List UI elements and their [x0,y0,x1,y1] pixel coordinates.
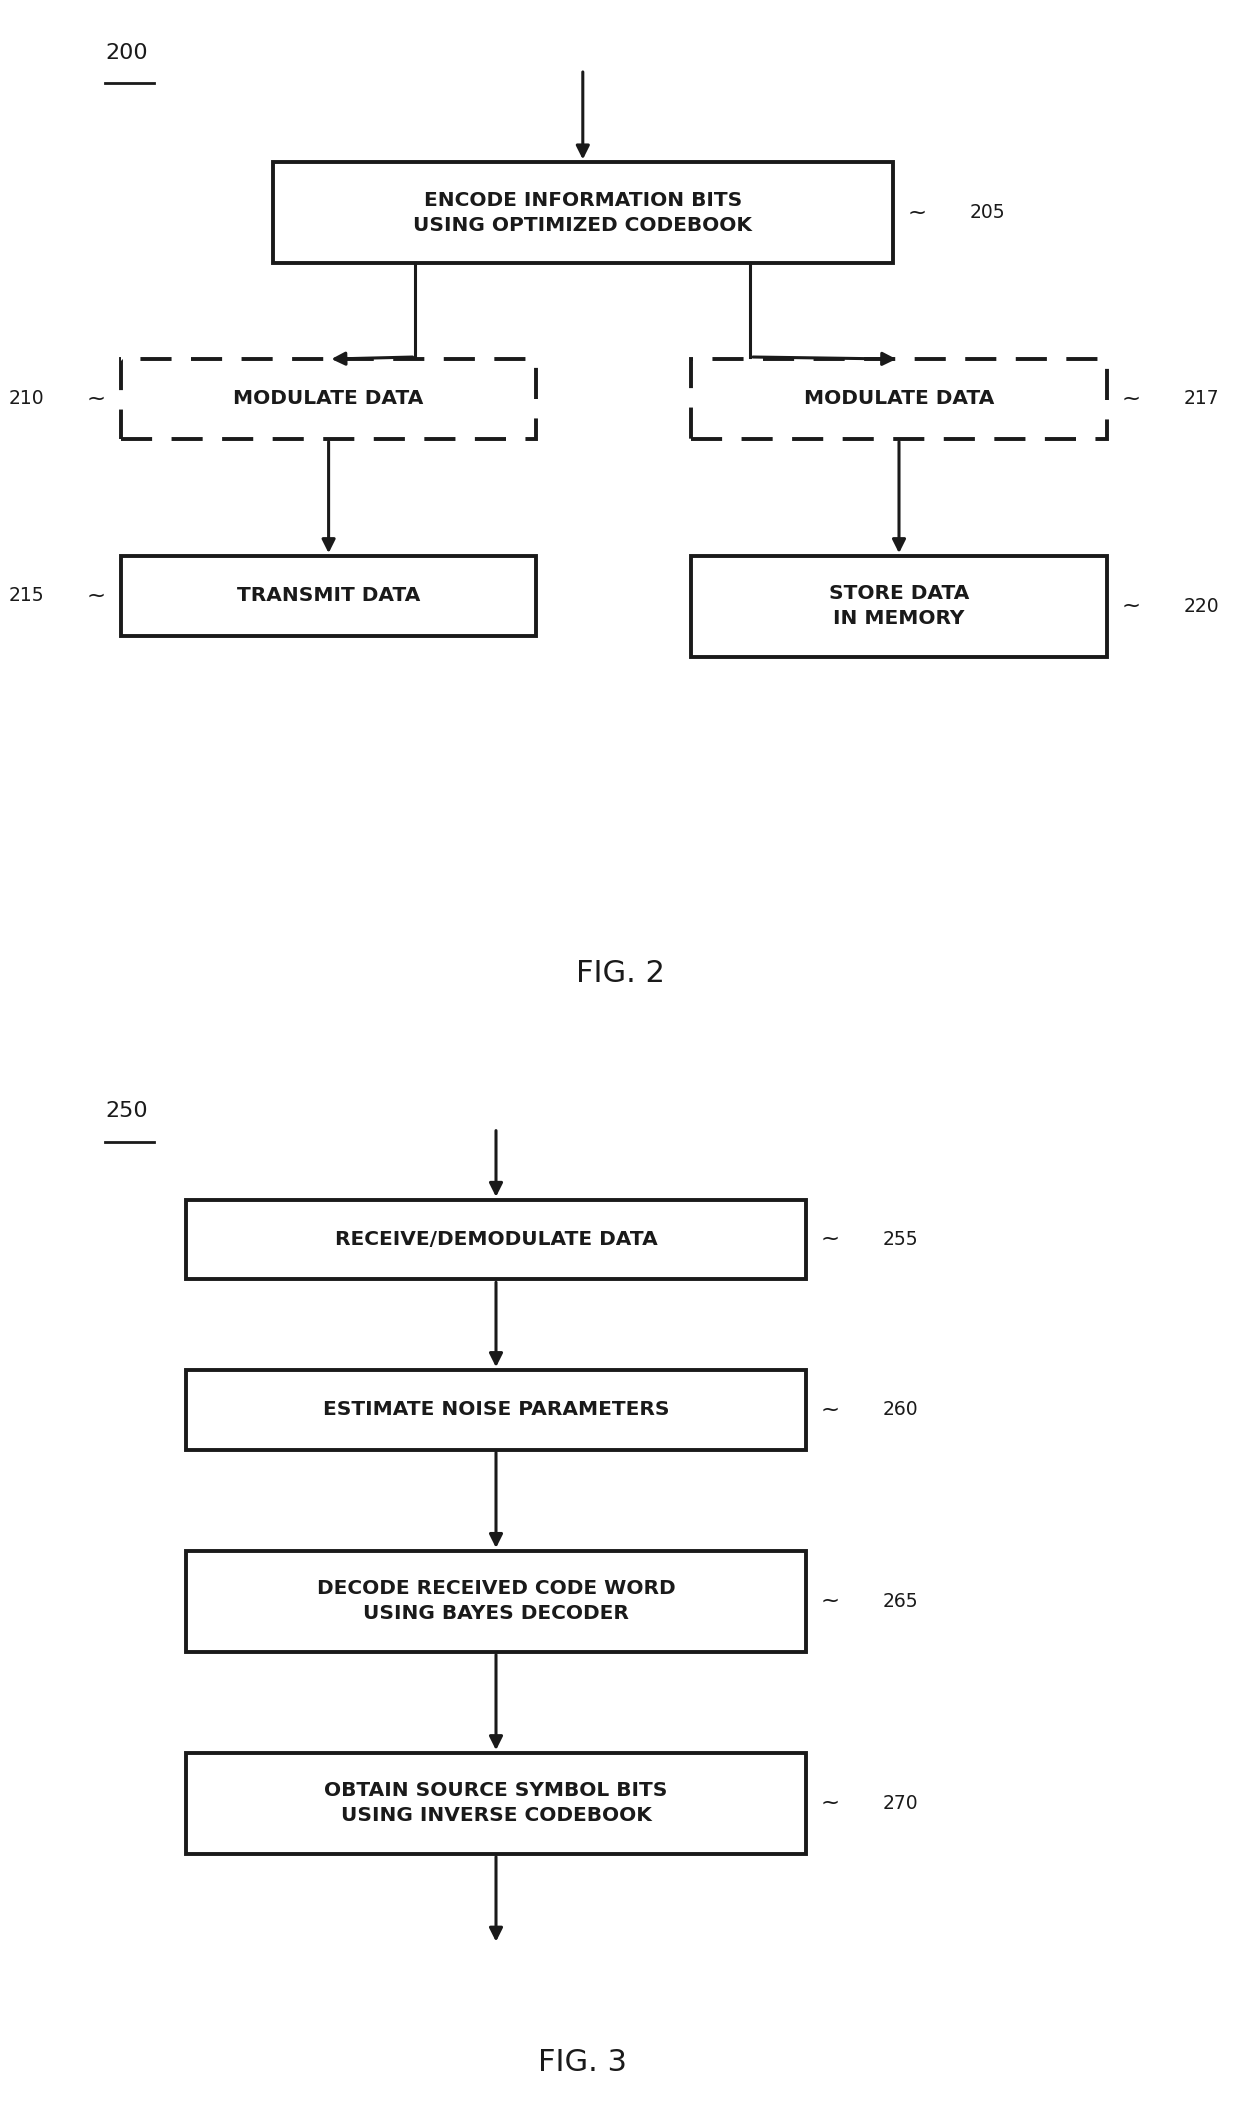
Text: ~: ~ [821,1792,839,1815]
Text: 260: 260 [883,1400,919,1419]
Bar [186,1200,806,1279]
Text: 255: 255 [883,1230,919,1249]
Text: ~: ~ [821,1228,839,1251]
Text: ~: ~ [87,585,107,606]
Bar [122,360,536,438]
Bar [186,1551,806,1651]
Text: 215: 215 [9,587,45,604]
Text: ~: ~ [821,1590,839,1613]
Text: 210: 210 [9,389,45,409]
Text: ESTIMATE NOISE PARAMETERS: ESTIMATE NOISE PARAMETERS [322,1400,670,1419]
Bar [186,1370,806,1449]
Text: 200: 200 [105,43,148,62]
Text: STORE DATA
IN MEMORY: STORE DATA IN MEMORY [828,585,970,628]
Text: 217: 217 [1183,389,1219,409]
Text: 270: 270 [883,1794,919,1813]
Bar [692,360,1107,438]
Text: MODULATE DATA: MODULATE DATA [233,389,424,409]
Text: ~: ~ [87,387,107,411]
Text: OBTAIN SOURCE SYMBOL BITS
USING INVERSE CODEBOOK: OBTAIN SOURCE SYMBOL BITS USING INVERSE … [325,1781,667,1826]
Text: RECEIVE/DEMODULATE DATA: RECEIVE/DEMODULATE DATA [335,1230,657,1249]
Text: ENCODE INFORMATION BITS
USING OPTIMIZED CODEBOOK: ENCODE INFORMATION BITS USING OPTIMIZED … [413,192,753,234]
Text: TRANSMIT DATA: TRANSMIT DATA [237,587,420,604]
Text: DECODE RECEIVED CODE WORD
USING BAYES DECODER: DECODE RECEIVED CODE WORD USING BAYES DE… [316,1579,676,1624]
Text: 265: 265 [883,1592,919,1611]
Text: ~: ~ [1121,596,1141,617]
Text: FIG. 2: FIG. 2 [575,960,665,987]
Bar [692,555,1107,658]
Text: ~: ~ [1121,387,1141,411]
Text: ~: ~ [821,1398,839,1422]
Bar [186,1753,806,1853]
Text: ~: ~ [908,202,926,223]
Bar [122,555,536,636]
Text: 250: 250 [105,1102,148,1121]
Text: 205: 205 [970,204,1006,221]
Bar [273,162,893,264]
Text: FIG. 3: FIG. 3 [538,2047,627,2077]
Text: MODULATE DATA: MODULATE DATA [804,389,994,409]
Text: 220: 220 [1183,598,1219,615]
